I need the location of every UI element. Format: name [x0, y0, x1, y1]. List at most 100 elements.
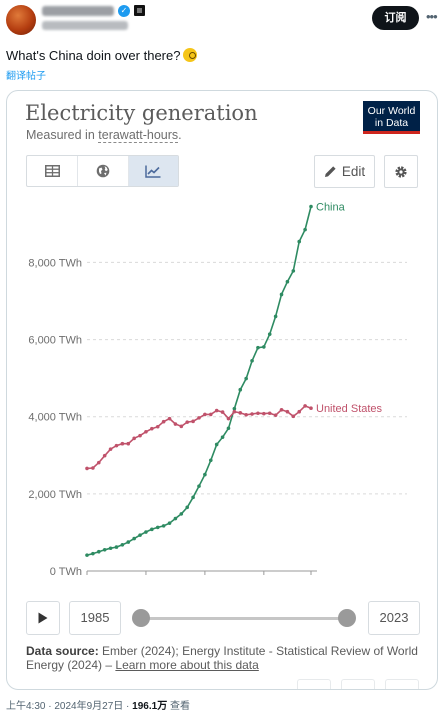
- data-point[interactable]: [279, 407, 284, 412]
- data-point[interactable]: [238, 411, 243, 415]
- data-point[interactable]: [297, 239, 302, 244]
- timeline-end-year[interactable]: 2023: [368, 601, 420, 635]
- edit-button[interactable]: Edit: [314, 155, 375, 188]
- data-point[interactable]: [297, 409, 302, 414]
- data-point[interactable]: [91, 466, 95, 470]
- data-point[interactable]: [226, 426, 231, 431]
- avatar[interactable]: [6, 5, 36, 35]
- data-point[interactable]: [179, 424, 184, 429]
- data-point[interactable]: [108, 447, 113, 451]
- data-point[interactable]: [167, 521, 172, 525]
- data-point[interactable]: [96, 460, 101, 465]
- data-point[interactable]: [132, 536, 136, 541]
- data-point[interactable]: [114, 545, 119, 549]
- tab-map[interactable]: [77, 156, 127, 186]
- data-point[interactable]: [126, 441, 131, 446]
- data-point[interactable]: [203, 472, 207, 477]
- data-point[interactable]: [220, 410, 225, 414]
- data-point[interactable]: [85, 553, 89, 557]
- data-point[interactable]: [91, 551, 95, 556]
- data-point[interactable]: [273, 314, 278, 319]
- series-label[interactable]: China: [316, 202, 346, 214]
- data-point[interactable]: [214, 442, 219, 447]
- data-point[interactable]: [303, 227, 307, 232]
- data-point[interactable]: [85, 466, 89, 471]
- data-point[interactable]: [309, 406, 313, 411]
- data-point[interactable]: [150, 527, 154, 532]
- timeline-start-year[interactable]: 1985: [69, 601, 121, 635]
- owid-logo[interactable]: Our World in Data: [363, 101, 420, 134]
- data-point[interactable]: [167, 416, 172, 421]
- data-point[interactable]: [256, 411, 260, 416]
- data-point[interactable]: [96, 549, 101, 554]
- data-point[interactable]: [155, 525, 160, 530]
- data-point[interactable]: [303, 404, 307, 408]
- data-point[interactable]: [214, 408, 219, 413]
- footer-button-partial[interactable]: [297, 679, 331, 689]
- footer-button-partial[interactable]: [385, 679, 419, 689]
- data-point[interactable]: [161, 419, 166, 424]
- data-point[interactable]: [197, 416, 201, 420]
- data-point[interactable]: [220, 435, 225, 439]
- data-point[interactable]: [208, 412, 213, 417]
- data-point[interactable]: [185, 420, 190, 424]
- data-point[interactable]: [150, 426, 154, 431]
- author-handle-redacted[interactable]: [42, 21, 128, 30]
- data-point[interactable]: [262, 411, 266, 416]
- timeline-slider-track[interactable]: [140, 617, 346, 620]
- data-point[interactable]: [120, 441, 125, 446]
- data-point[interactable]: [250, 358, 254, 363]
- data-point[interactable]: [120, 542, 125, 547]
- data-point[interactable]: [232, 409, 237, 414]
- data-point[interactable]: [179, 512, 184, 516]
- data-point[interactable]: [232, 406, 237, 411]
- data-point[interactable]: [226, 416, 231, 421]
- subscribe-button[interactable]: 订阅: [372, 6, 419, 30]
- data-point[interactable]: [309, 204, 313, 209]
- settings-button[interactable]: [384, 155, 418, 188]
- timeline-start-handle[interactable]: [132, 609, 150, 627]
- data-point[interactable]: [138, 533, 142, 537]
- data-point[interactable]: [262, 345, 266, 349]
- data-point[interactable]: [191, 419, 195, 424]
- series-label[interactable]: United States: [316, 403, 383, 415]
- data-point[interactable]: [173, 422, 178, 426]
- footer-button-partial[interactable]: [341, 679, 375, 689]
- data-point[interactable]: [102, 453, 107, 458]
- data-point[interactable]: [273, 413, 278, 417]
- data-point[interactable]: [291, 269, 296, 273]
- data-point[interactable]: [144, 530, 148, 534]
- data-point[interactable]: [250, 412, 254, 416]
- data-point[interactable]: [256, 345, 260, 350]
- tab-chart[interactable]: [127, 156, 179, 186]
- more-horizontal-icon[interactable]: •••: [426, 9, 438, 24]
- data-point[interactable]: [208, 458, 213, 463]
- data-point[interactable]: [144, 429, 148, 434]
- data-point[interactable]: [285, 409, 290, 414]
- data-point[interactable]: [197, 484, 201, 488]
- data-point[interactable]: [185, 505, 190, 510]
- data-point[interactable]: [173, 516, 178, 521]
- tab-table[interactable]: [27, 156, 77, 186]
- data-point[interactable]: [155, 424, 160, 429]
- data-point[interactable]: [238, 387, 243, 392]
- data-point[interactable]: [203, 412, 207, 417]
- data-point[interactable]: [267, 411, 272, 416]
- data-point[interactable]: [132, 436, 136, 441]
- data-point[interactable]: [285, 279, 290, 284]
- subtitle-unit-link[interactable]: terawatt-hours: [98, 128, 179, 143]
- data-point[interactable]: [114, 443, 119, 448]
- chart-card[interactable]: Electricity generation Measured in teraw…: [6, 90, 438, 690]
- data-point[interactable]: [291, 414, 296, 419]
- author-name-redacted[interactable]: [42, 6, 114, 16]
- data-point[interactable]: [244, 376, 248, 381]
- data-point[interactable]: [102, 547, 107, 552]
- data-point[interactable]: [191, 495, 195, 500]
- series-line[interactable]: [86, 206, 312, 556]
- data-point[interactable]: [244, 412, 248, 417]
- timeline-end-handle[interactable]: [338, 609, 356, 627]
- play-button[interactable]: [26, 601, 60, 635]
- data-point[interactable]: [279, 292, 284, 297]
- data-point[interactable]: [267, 332, 272, 336]
- learn-more-link[interactable]: Learn more about this data: [115, 658, 259, 672]
